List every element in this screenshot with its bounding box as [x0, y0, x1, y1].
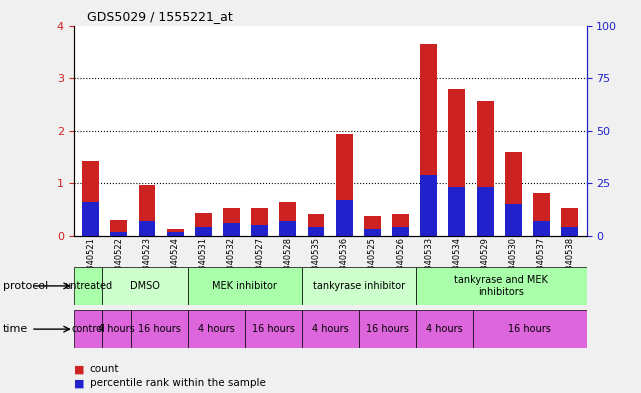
Bar [533, 221, 550, 236]
Bar [279, 221, 296, 236]
Bar [477, 101, 494, 236]
Bar [110, 231, 128, 236]
Bar [364, 216, 381, 236]
Bar [251, 225, 268, 236]
Bar [245, 310, 302, 348]
Text: count: count [90, 364, 119, 375]
Bar [561, 228, 578, 236]
Text: MEK inhibitor: MEK inhibitor [212, 281, 277, 291]
Bar [223, 223, 240, 236]
Text: 16 hours: 16 hours [508, 324, 551, 334]
Bar [505, 204, 522, 236]
Bar [110, 220, 128, 236]
Bar [82, 161, 99, 236]
Text: protocol: protocol [3, 281, 49, 291]
Text: 16 hours: 16 hours [138, 324, 181, 334]
Text: 4 hours: 4 hours [312, 324, 349, 334]
Text: percentile rank within the sample: percentile rank within the sample [90, 378, 265, 388]
Text: ■: ■ [74, 378, 84, 388]
Bar [167, 231, 183, 236]
Bar [533, 193, 550, 236]
Text: 4 hours: 4 hours [426, 324, 462, 334]
Bar [308, 214, 324, 236]
Bar [188, 310, 245, 348]
Text: GDS5029 / 1555221_at: GDS5029 / 1555221_at [87, 10, 232, 23]
Bar [336, 200, 353, 236]
Bar [195, 213, 212, 236]
Bar [477, 187, 494, 236]
Bar [358, 310, 415, 348]
Text: ■: ■ [74, 364, 84, 375]
Bar [449, 88, 465, 236]
Bar [251, 208, 268, 236]
Bar [74, 310, 102, 348]
Text: 16 hours: 16 hours [365, 324, 408, 334]
Bar [449, 187, 465, 236]
Bar [420, 175, 437, 236]
Bar [336, 134, 353, 236]
Bar [188, 267, 302, 305]
Bar [195, 228, 212, 236]
Bar [415, 267, 587, 305]
Bar [308, 228, 324, 236]
Bar [74, 267, 102, 305]
Bar [138, 221, 155, 236]
Bar [102, 267, 188, 305]
Text: untreated: untreated [64, 281, 112, 291]
Bar [561, 208, 578, 236]
Text: DMSO: DMSO [130, 281, 160, 291]
Text: 4 hours: 4 hours [98, 324, 135, 334]
Bar [223, 208, 240, 236]
Bar [302, 310, 358, 348]
Bar [420, 44, 437, 236]
Bar [82, 202, 99, 236]
Text: time: time [3, 324, 28, 334]
Text: 16 hours: 16 hours [252, 324, 295, 334]
Bar [364, 230, 381, 236]
Text: control: control [71, 324, 105, 334]
Bar [279, 202, 296, 236]
Bar [167, 230, 183, 236]
Bar [415, 310, 472, 348]
Text: 4 hours: 4 hours [198, 324, 235, 334]
Text: tankyrase inhibitor: tankyrase inhibitor [313, 281, 404, 291]
Bar [302, 267, 415, 305]
Bar [392, 228, 409, 236]
Bar [472, 310, 587, 348]
Bar [102, 310, 131, 348]
Bar [505, 152, 522, 236]
Bar [138, 185, 155, 236]
Text: tankyrase and MEK
inhibitors: tankyrase and MEK inhibitors [454, 275, 548, 297]
Bar [392, 214, 409, 236]
Bar [131, 310, 188, 348]
